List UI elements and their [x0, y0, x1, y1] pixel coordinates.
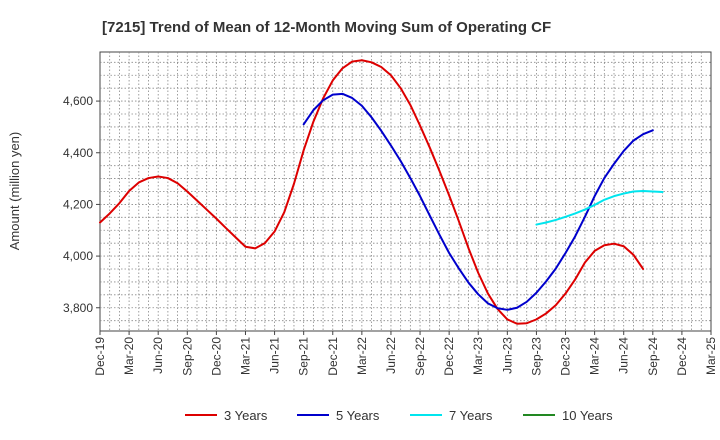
legend-label: 10 Years — [562, 408, 613, 423]
x-axis-ticks: Dec-19 Mar-20 Jun-20 Sep-20 Dec-20 Mar-21 Jun-… — [93, 331, 718, 376]
y-tick-label: 4,000 — [63, 249, 93, 263]
grid — [100, 52, 711, 331]
x-tick-label: Sep-20 — [180, 337, 194, 376]
x-tick-label: Sep-24 — [646, 337, 660, 376]
chart-title: [7215] Trend of Mean of 12-Month Moving … — [102, 19, 551, 36]
legend-label: 7 Years — [449, 408, 493, 423]
series-layer — [99, 59, 664, 325]
x-tick-label: Mar-20 — [122, 337, 136, 375]
x-tick-label: Mar-22 — [355, 337, 369, 375]
x-tick-label: Sep-22 — [413, 337, 427, 376]
legend: 3 Years 5 Years 7 Years 10 Years — [185, 408, 613, 423]
x-tick-label: Mar-21 — [238, 337, 252, 375]
x-tick-label: Dec-22 — [442, 337, 456, 376]
series-line-5-years — [302, 92, 654, 311]
x-tick-label: Jun-23 — [500, 337, 514, 374]
x-tick-label: Dec-23 — [559, 337, 573, 376]
x-tick-label: Dec-20 — [209, 337, 223, 376]
x-tick-label: Sep-23 — [529, 337, 543, 376]
y-axis-ticks: 3,800 4,000 4,200 4,400 4,600 — [63, 94, 100, 315]
x-tick-label: Dec-24 — [675, 337, 689, 376]
y-axis-label: Amount (million yen) — [7, 132, 22, 251]
legend-label: 5 Years — [336, 408, 380, 423]
x-tick-label: Dec-19 — [93, 337, 107, 376]
x-tick-label: Mar-25 — [704, 337, 718, 375]
x-tick-label: Jun-24 — [617, 337, 631, 374]
x-tick-label: Jun-22 — [384, 337, 398, 374]
series-line-3-years — [99, 59, 645, 325]
x-tick-label: Mar-24 — [588, 337, 602, 375]
y-tick-label: 4,200 — [63, 197, 93, 211]
x-tick-label: Jun-20 — [151, 337, 165, 374]
legend-label: 3 Years — [224, 408, 268, 423]
x-tick-label: Sep-21 — [297, 337, 311, 376]
y-tick-label: 4,400 — [63, 146, 93, 160]
y-tick-label: 4,600 — [63, 94, 93, 108]
x-tick-label: Mar-23 — [471, 337, 485, 375]
x-tick-label: Jun-21 — [268, 337, 282, 374]
x-tick-label: Dec-21 — [326, 337, 340, 376]
series-line-7-years — [535, 189, 664, 226]
y-tick-label: 3,800 — [63, 301, 93, 315]
